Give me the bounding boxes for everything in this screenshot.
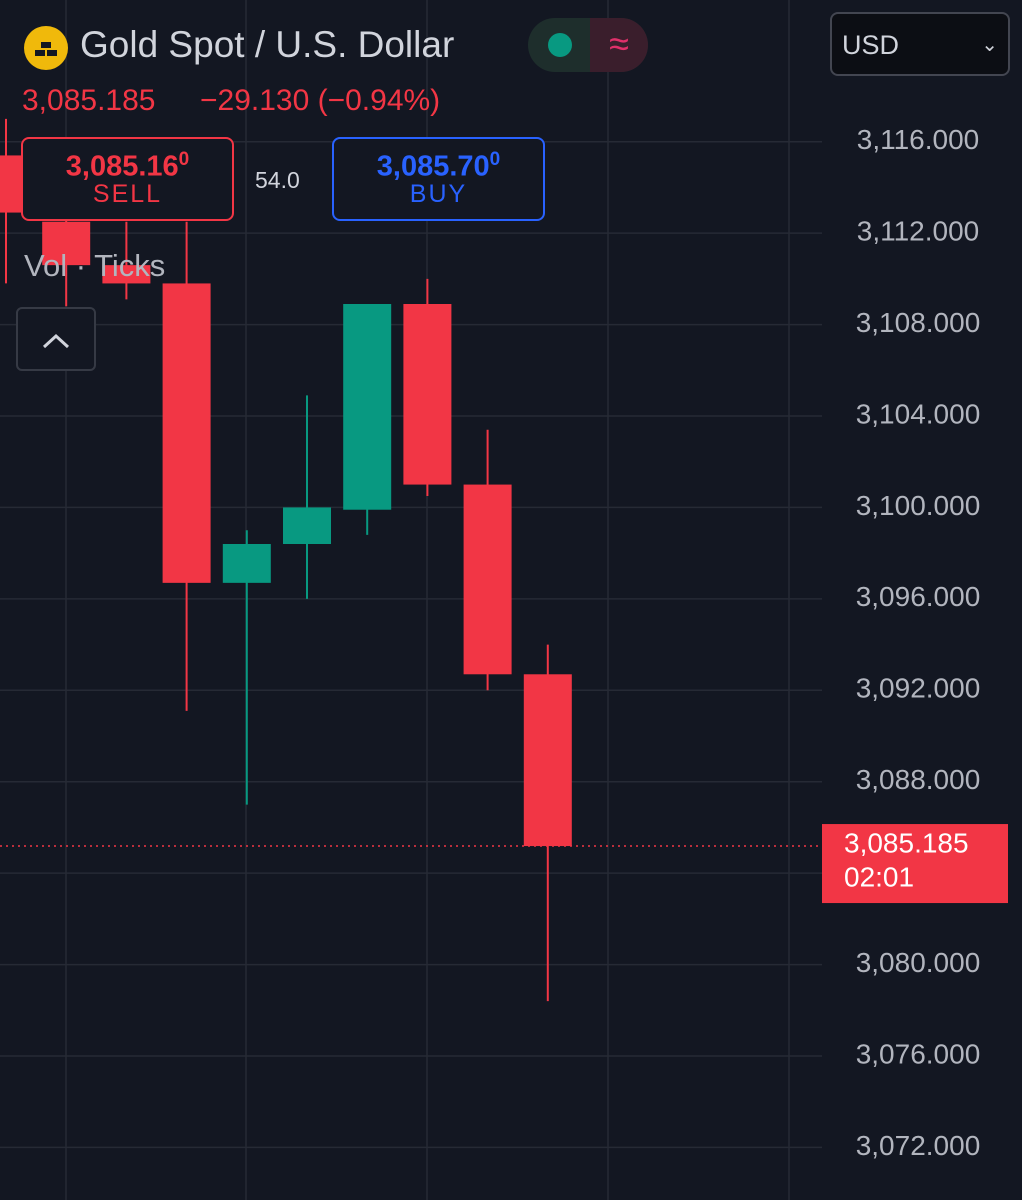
status-toggle[interactable]: ≈ xyxy=(528,18,648,72)
currency-select[interactable]: USD ⌄ xyxy=(830,12,1010,76)
dropdown-arrow: ⌄ xyxy=(981,34,998,56)
candle-body xyxy=(222,544,271,583)
candle-body xyxy=(42,221,91,266)
gold-bars xyxy=(35,42,57,56)
y-tick-label: 3,092.000 xyxy=(856,673,981,704)
delayed-icon: ≈ xyxy=(590,18,648,72)
y-tick-label: 3,096.000 xyxy=(856,581,981,612)
currency: USD xyxy=(842,30,900,60)
y-tick-label: 3,076.000 xyxy=(856,1038,981,1069)
candle-body xyxy=(162,283,211,583)
buy-button[interactable]: 3,085.700 BUY xyxy=(332,137,545,221)
y-tick-label: 3,104.000 xyxy=(856,398,981,429)
last-price-box xyxy=(822,824,1008,904)
candle-body xyxy=(102,265,151,284)
chevron-up xyxy=(42,333,70,349)
symbol-icon xyxy=(24,26,68,70)
sell-price: 3,085.16 xyxy=(65,150,179,183)
symbol-title[interactable]: Gold Spot / U.S. Dollar xyxy=(80,24,455,65)
spread: 54.0 xyxy=(255,167,300,193)
y-tick-label: 3,116.000 xyxy=(857,124,980,155)
candle-body xyxy=(463,484,512,675)
buy-price-row: 3,085.700 xyxy=(334,149,543,184)
sell-label: SELL xyxy=(92,179,163,208)
y-tick-label: 3,080.000 xyxy=(856,947,981,978)
last-price-label: 3,085.185 xyxy=(844,827,969,858)
buy-fraction: 0 xyxy=(489,149,501,170)
collapse-button[interactable] xyxy=(16,307,96,371)
candle-body xyxy=(343,304,392,510)
candle-body xyxy=(283,507,331,544)
market-open-dot xyxy=(548,33,572,57)
candles xyxy=(0,118,572,1002)
candle-body xyxy=(403,304,452,485)
price-change: −29.130 (−0.94%) xyxy=(200,84,441,117)
candle-body xyxy=(523,674,572,847)
sell-price-row: 3,085.160 xyxy=(23,149,232,184)
y-tick-label: 3,112.000 xyxy=(857,216,980,247)
countdown: 02:01 xyxy=(844,861,914,892)
buy-label: BUY xyxy=(409,179,468,208)
y-tick-label: 3,100.000 xyxy=(856,490,981,521)
indicator-legend[interactable]: Vol · Ticks xyxy=(24,248,166,283)
y-tick-label: 3,072.000 xyxy=(856,1130,981,1161)
sell-fraction: 0 xyxy=(178,149,190,170)
last-price: 3,085.185 xyxy=(22,84,156,117)
y-tick-label: 3,088.000 xyxy=(856,764,981,795)
buy-price: 3,085.70 xyxy=(376,150,490,183)
sell-button[interactable]: 3,085.160 SELL xyxy=(21,137,234,221)
y-tick-label: 3,108.000 xyxy=(856,307,981,338)
